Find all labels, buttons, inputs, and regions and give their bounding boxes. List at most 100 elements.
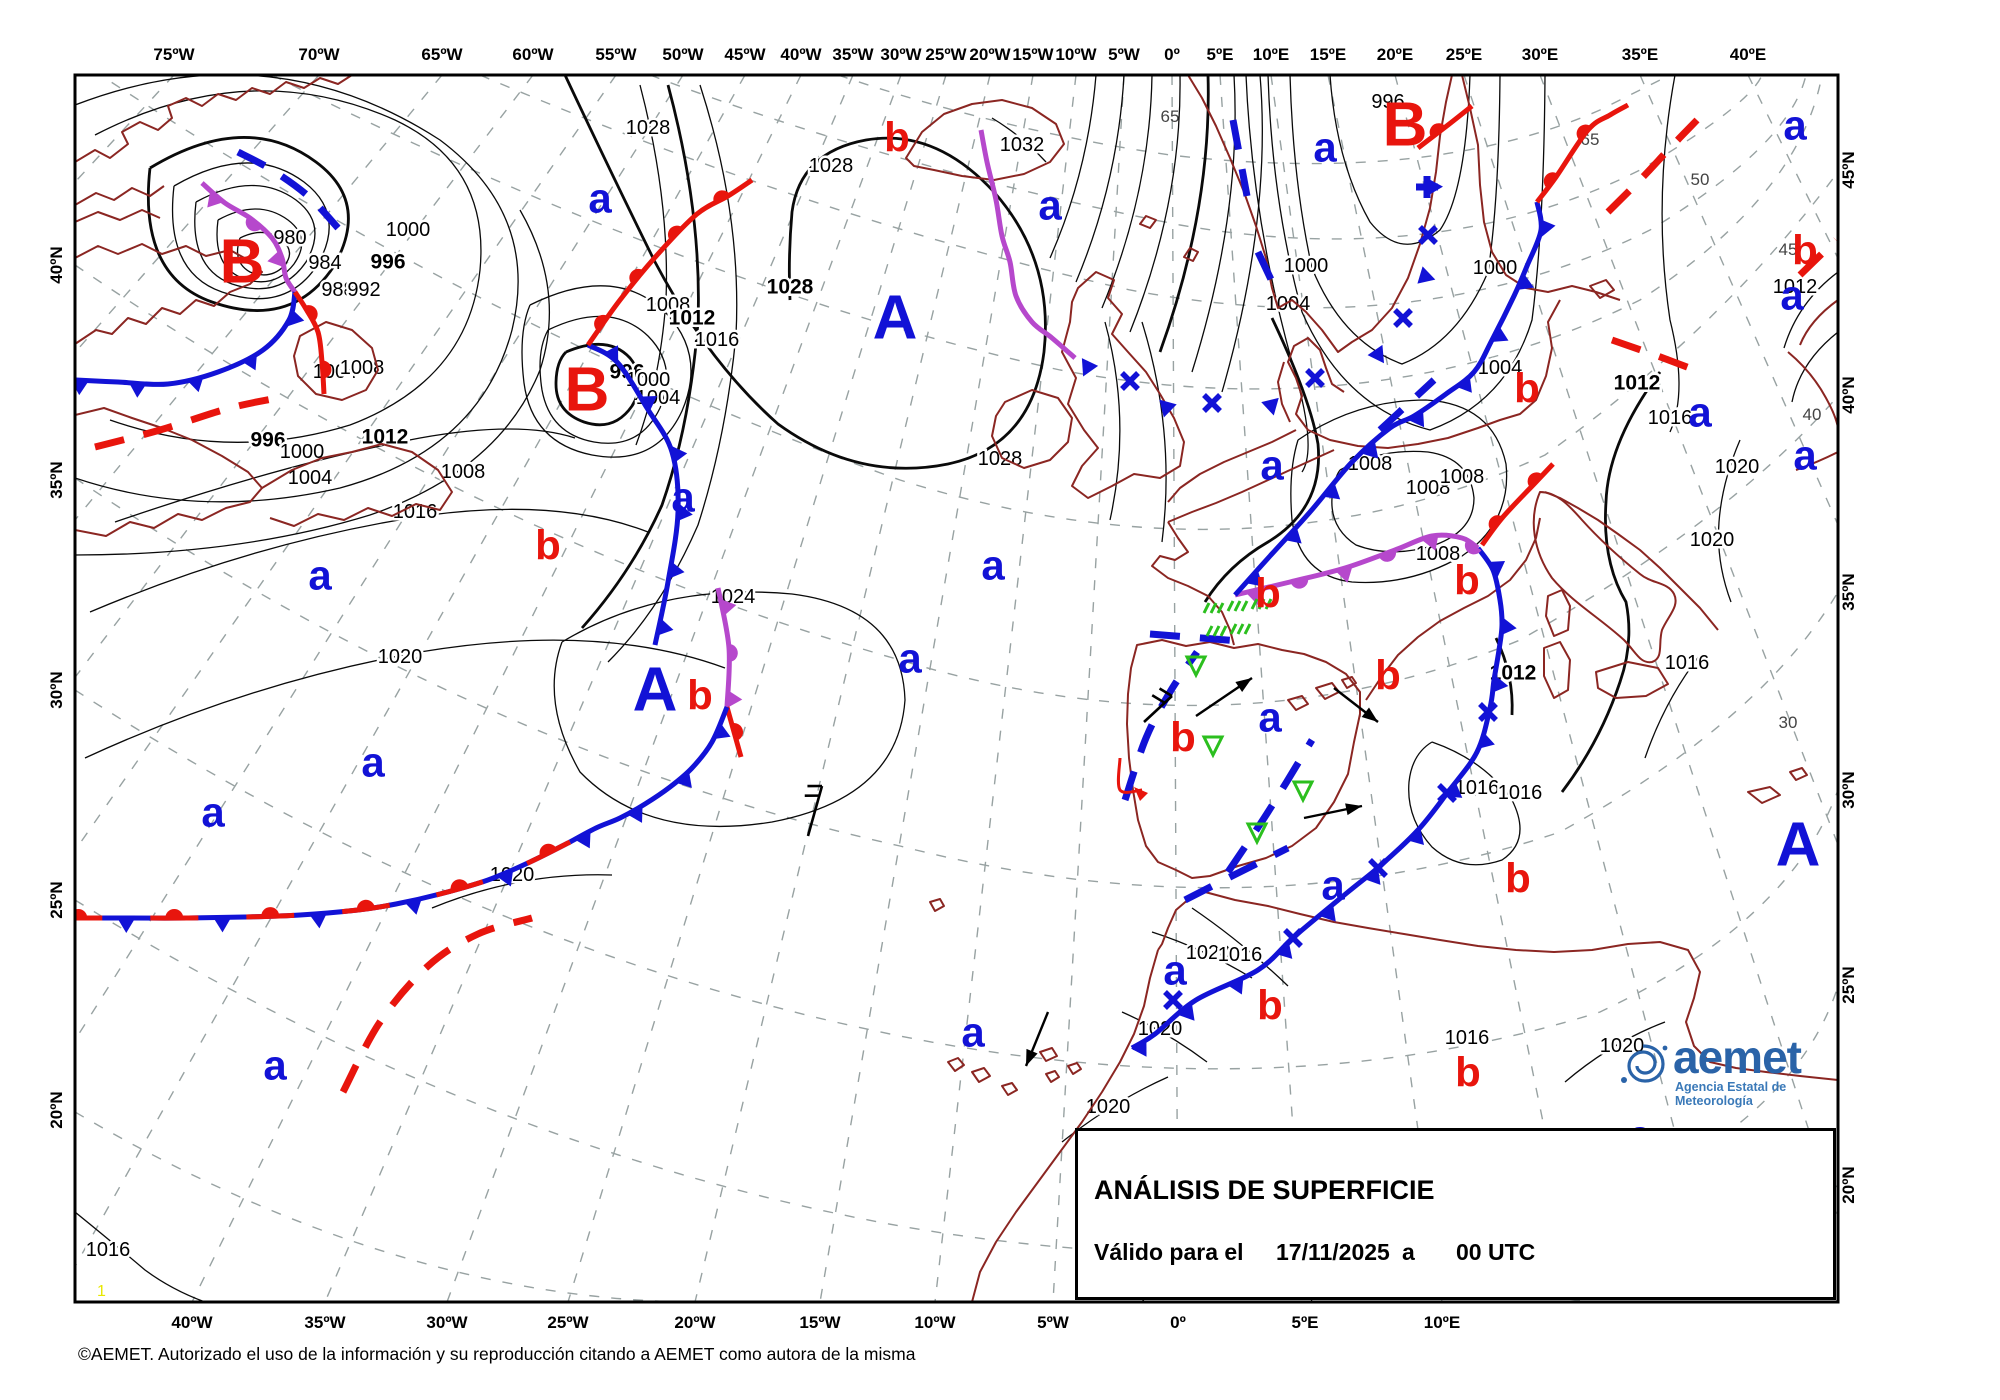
latitude-label-right: 45ºN <box>1839 151 1858 188</box>
low-letter: b <box>1454 557 1480 604</box>
coastline <box>1204 891 1838 1081</box>
trough-front <box>1254 250 1280 292</box>
coastline <box>293 321 379 401</box>
low-centre-letter: B <box>1383 91 1428 160</box>
meridian-line <box>934 75 1077 1302</box>
meridian-line <box>1394 75 1721 1302</box>
high-letter: a <box>1321 862 1345 909</box>
isobar-label: 1008 <box>1406 477 1451 499</box>
latitude-label-right: 25ºN <box>1839 966 1858 1003</box>
shower-triangle-icon <box>1184 655 1208 679</box>
isobar-line <box>1245 75 1309 473</box>
isobar-line <box>539 315 668 444</box>
coastline <box>1039 1047 1058 1062</box>
coastline <box>1747 786 1781 804</box>
longitude-label-bottom: 5ºW <box>1037 1313 1070 1332</box>
high-letter: a <box>263 1042 287 1089</box>
coastline <box>1167 429 1297 503</box>
low-letter: b <box>884 114 910 161</box>
isobar-label: 1028 <box>809 155 854 177</box>
coastline <box>971 949 1159 1302</box>
latitude-label-right: 20ºN <box>1839 1166 1858 1203</box>
high-letter: a <box>981 542 1005 589</box>
isobar-line <box>1129 75 1181 333</box>
low-letter: b <box>535 522 561 569</box>
parallel-line <box>479 75 1807 309</box>
coastline <box>1795 451 1838 471</box>
isobar-line <box>1408 741 1521 866</box>
graticule-label: 30 <box>1779 713 1798 732</box>
occluded-front <box>1234 532 1482 605</box>
isobar-label: 1016 <box>1498 782 1543 804</box>
high-letter: a <box>1260 442 1284 489</box>
low-centre-letter: B <box>565 356 610 425</box>
warm-front <box>1416 104 1474 150</box>
high-letter: a <box>671 474 695 521</box>
coastline <box>929 898 945 912</box>
isobar-line <box>431 874 613 909</box>
latitude-label-left: 20ºN <box>47 1091 66 1128</box>
drizzle-hash-icon <box>1240 600 1249 612</box>
latitude-label-right: 35ºN <box>1839 573 1858 610</box>
coastline <box>947 1057 965 1072</box>
longitude-label-bottom: 10ºE <box>1424 1313 1460 1332</box>
coastline <box>261 443 453 527</box>
drizzle-hash-icon <box>1229 623 1238 635</box>
trough-front <box>1149 630 1241 645</box>
isobar-line <box>1644 654 1701 759</box>
meridian-line <box>324 75 854 1302</box>
longitude-label-top: 10ºE <box>1253 45 1289 64</box>
valid-date: 17/11/2025 <box>1276 1239 1390 1265</box>
isobar-line <box>1049 75 1097 259</box>
isobar-line <box>1191 907 1289 987</box>
frontolysis-marks <box>1163 176 1498 1010</box>
longitude-label-top: 45ºW <box>724 45 766 64</box>
isobar-label: 1012 <box>1614 372 1661 395</box>
coastlines <box>75 75 1838 1302</box>
isobar-label: 1028 <box>626 117 671 139</box>
coastline <box>1067 1062 1082 1075</box>
coastline <box>1799 299 1838 346</box>
isobar-label: 1020 <box>1186 942 1231 964</box>
longitude-label-top: 10ºW <box>1055 45 1097 64</box>
isobar-label: 1028 <box>978 448 1023 470</box>
coastline <box>75 243 263 345</box>
longitude-label-bottom: 40ºW <box>171 1313 213 1332</box>
low-letter: b <box>1505 855 1531 902</box>
isobar-line <box>75 75 519 503</box>
meridian-line <box>1539 75 1838 847</box>
isobar-label: 992 <box>347 279 380 301</box>
trough-front <box>236 148 341 231</box>
isobar-line <box>1141 321 1167 543</box>
longitude-label-top: 65ºW <box>421 45 463 64</box>
high-letter: a <box>898 635 922 682</box>
cold-front <box>586 342 693 646</box>
high-letter: a <box>1780 272 1804 319</box>
isobar-line <box>1203 317 1320 603</box>
low-letter: b <box>1257 982 1283 1029</box>
coastline <box>1545 589 1571 637</box>
isobar-line <box>1661 75 1680 433</box>
high-centre-letter: A <box>873 284 918 353</box>
isobar-label: 1008 <box>646 294 691 316</box>
isobar-line <box>1564 1021 1666 1083</box>
occluded-front <box>200 181 298 294</box>
longitude-label-top: 20ºE <box>1377 45 1413 64</box>
longitude-label-bottom: 20ºW <box>674 1313 716 1332</box>
high-letter: a <box>961 1009 985 1056</box>
coastline <box>1589 279 1615 299</box>
isobar-line <box>194 184 316 290</box>
isobar-label: 1028 <box>767 276 814 299</box>
isobar-label: 1000 <box>386 219 431 241</box>
parallel-line <box>271 75 1823 390</box>
drizzle-hash-icon <box>1236 623 1245 635</box>
longitude-label-top: 15ºW <box>1012 45 1054 64</box>
coastline <box>1461 75 1621 301</box>
isobar-line <box>146 136 350 312</box>
meridian-line <box>75 75 746 1268</box>
high-letter: a <box>1783 102 1807 149</box>
fgen-front <box>1081 178 1443 418</box>
shower-triangle-icon <box>1201 735 1225 759</box>
longitude-label-top: 25ºE <box>1446 45 1482 64</box>
